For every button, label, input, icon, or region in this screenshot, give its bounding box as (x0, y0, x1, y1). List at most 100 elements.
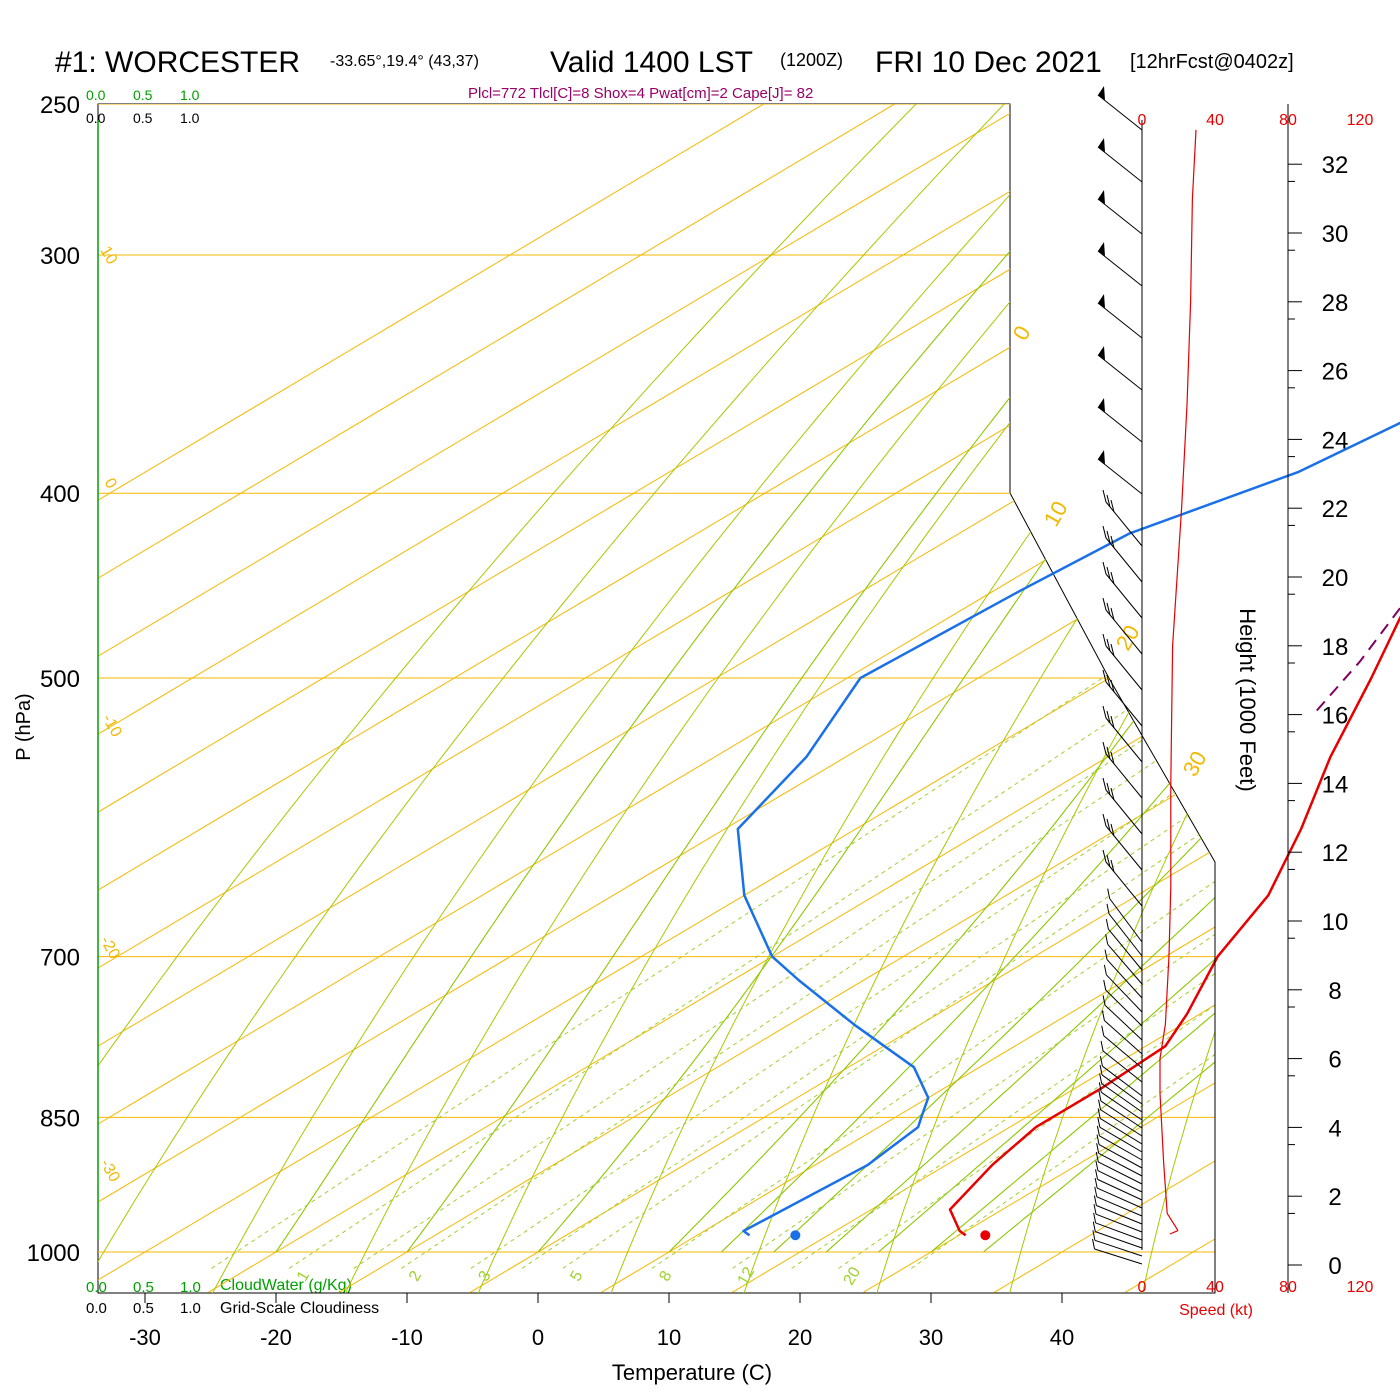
wind-barb-feather (1098, 1099, 1102, 1110)
wind-barb-feather (1102, 741, 1107, 755)
dry-adiabat-260 (341, 104, 1212, 1293)
wind-barb-pennant (1098, 190, 1105, 204)
height-tick-label-8: 8 (1328, 978, 1341, 1005)
p-tick-label-400: 400 (40, 481, 80, 508)
wind-barb-pennant (1098, 398, 1105, 412)
wind-barb-feather (1106, 818, 1111, 832)
valid-time: Valid 1400 LST (550, 46, 753, 79)
wind-barb-feather (1110, 715, 1115, 729)
speed-bottom-label-40: 40 (1206, 1279, 1224, 1296)
isotherm--20 (207, 104, 1215, 1293)
moist-adiabat--20 (275, 104, 1173, 1253)
dry-adiabat-300 (874, 104, 1215, 1293)
wind-barb-staff (1097, 1178, 1143, 1201)
isobars (98, 104, 1215, 1253)
mixing-ratio-label-5: 5 (567, 1268, 586, 1284)
wind-barb-staff (1105, 609, 1143, 655)
wind-barb-staff (1101, 1083, 1143, 1113)
x-tick-label-10: 10 (657, 1325, 681, 1350)
wind-barb-staff (1098, 1152, 1143, 1177)
wind-barb-feather (1095, 1151, 1099, 1163)
cloud-scale-bottom-green-0: 0.0 (86, 1279, 107, 1296)
isotherm--130 (98, 104, 821, 1293)
height-tick-label-14: 14 (1322, 771, 1349, 798)
mixing-ratio-label-20: 20 (841, 1264, 865, 1288)
x-axis-title: Temperature (C) (612, 1360, 772, 1385)
valid-date: FRI 10 Dec 2021 (875, 46, 1102, 79)
wind-barb-feather (1096, 1143, 1100, 1154)
wind-barb-feather (1102, 995, 1106, 1006)
mixing-ratio-line-minor (211, 492, 1215, 1269)
wind-barb-staff (1105, 645, 1143, 691)
cloud-scale-bottom-green-1: 0.5 (133, 1279, 154, 1296)
plot-outline (97, 103, 1216, 1294)
speed-top-label-40: 40 (1206, 112, 1224, 129)
wind-barb-feather (1092, 1221, 1096, 1232)
wind-barb-staff (1108, 913, 1143, 957)
wind-barb-staff (1095, 1231, 1143, 1249)
wind-barb-feather (1106, 854, 1111, 868)
wind-barb-staff (1096, 1196, 1143, 1217)
moist-adiabat-14 (721, 104, 1215, 1253)
wind-barb-feather (1092, 1230, 1096, 1241)
wind-speed-line-base (1169, 1230, 1179, 1235)
height-tick-label-2: 2 (1328, 1184, 1341, 1211)
isotherm--90 (98, 104, 1215, 1293)
height-tick-label-16: 16 (1322, 703, 1349, 730)
wind-barb-pennant (1098, 138, 1105, 152)
isotherm--100 (98, 104, 1214, 1293)
wind-barb-staff (1105, 753, 1143, 799)
isotherm-label-3: -20 (97, 934, 123, 963)
moist-adiabat-22 (825, 104, 1215, 1253)
wind-barbs (1092, 86, 1143, 1265)
wind-barb-feather (1102, 597, 1107, 611)
wind-barb-staff (1105, 717, 1143, 763)
mixing-ratio-label-2: 2 (406, 1268, 425, 1284)
zulu-time: (1200Z) (780, 50, 843, 70)
cloud-scale-top-green-1: 0.5 (133, 87, 153, 103)
mixing-ratio-label-8: 8 (656, 1268, 675, 1284)
mixing-ratio-labels: 1 2 3 5 8 12 20 (294, 1264, 864, 1288)
wind-barb-staff (1106, 974, 1143, 1013)
wind-barb-feather (1110, 751, 1115, 765)
station-title: #1: WORCESTER (55, 46, 300, 79)
mixing-ratio-lines (211, 492, 1215, 1269)
mixing-ratio-line-minor (521, 492, 1215, 1269)
wind-barb-staff (1097, 146, 1143, 183)
wind-barb-staff (1097, 302, 1143, 339)
isotherm-label-4: -30 (97, 1157, 123, 1186)
wind-barb-feather (1102, 561, 1107, 575)
cloud-scale-top-black-2: 1.0 (180, 110, 200, 126)
cloud-scale-top-green-2: 1.0 (180, 87, 200, 103)
surface-temperature-marker (980, 1230, 991, 1241)
isotherm--50 (98, 104, 1215, 1293)
wind-barb-staff (1095, 1222, 1143, 1241)
height-tick-label-20: 20 (1322, 565, 1349, 592)
isotherm--10 (338, 104, 1215, 1293)
height-tick-label-4: 4 (1328, 1115, 1341, 1142)
wind-barb-feather (1105, 918, 1109, 930)
dry-adiabat-270 (474, 104, 1215, 1293)
wind-barb-feather (1104, 949, 1108, 960)
height-tick-label-28: 28 (1322, 290, 1349, 317)
mixing-ratio-line-1 (288, 492, 1215, 1269)
series-dewpoint (736, 421, 1400, 1237)
wind-barb-feather (1110, 571, 1115, 585)
dry-adiabat-310 (1007, 104, 1215, 1293)
wind-barb-staff (1105, 989, 1143, 1027)
p-tick-label-250: 250 (40, 92, 80, 119)
wind-barb-pennant (1098, 346, 1105, 360)
wind-barb-staff (1096, 1205, 1143, 1225)
wind-barb-staff (1094, 1248, 1143, 1265)
wind-barb-staff (1105, 825, 1143, 871)
mixing-ratio-line-3 (470, 492, 1215, 1269)
wind-barb-pennant (1098, 86, 1105, 100)
mixing-ratio-line-minor (353, 492, 1215, 1269)
wind-barb-staff (1097, 250, 1143, 287)
mixing-ratio-line-minor (791, 492, 1215, 1269)
moist-adiabat-30 (930, 104, 1215, 1253)
mixing-ratio-label-12: 12 (735, 1264, 759, 1288)
wind-barb-feather (1110, 787, 1115, 801)
cloud-water-label: CloudWater (g/Kg) (220, 1277, 352, 1294)
